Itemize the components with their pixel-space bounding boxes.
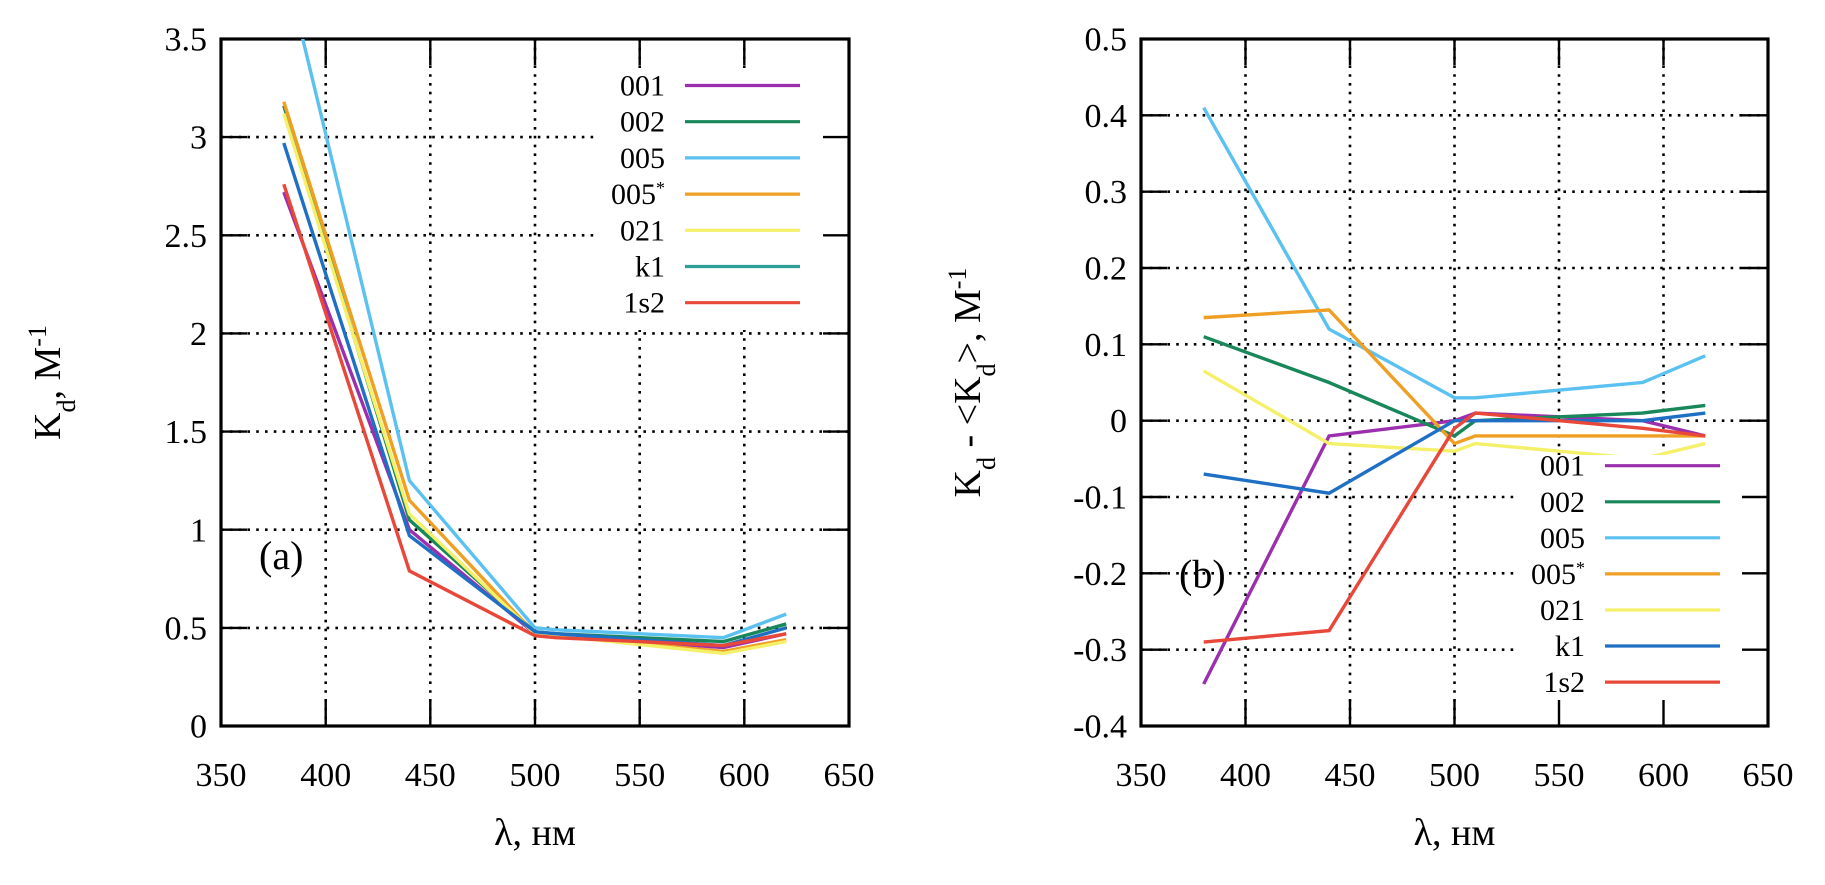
svg-text:1s2: 1s2	[1543, 666, 1585, 699]
svg-text:650: 650	[1743, 757, 1794, 794]
svg-text:λ, нм: λ, нм	[494, 812, 576, 854]
svg-text:350: 350	[1116, 757, 1167, 794]
svg-text:450: 450	[405, 757, 456, 794]
svg-text:550: 550	[1534, 757, 1585, 794]
svg-text:400: 400	[1220, 757, 1271, 794]
svg-text:-0.2: -0.2	[1073, 556, 1127, 593]
svg-text:002: 002	[1540, 486, 1585, 519]
svg-text:-0.1: -0.1	[1073, 480, 1127, 517]
svg-text:3: 3	[190, 120, 207, 157]
svg-text:550: 550	[614, 757, 665, 794]
svg-text:λ, нм: λ, нм	[1414, 812, 1496, 854]
svg-text:600: 600	[1638, 757, 1689, 794]
svg-text:0.5: 0.5	[1085, 22, 1128, 59]
svg-text:-0.4: -0.4	[1073, 709, 1127, 746]
svg-text:3.5: 3.5	[165, 22, 208, 59]
svg-text:k1: k1	[1555, 630, 1585, 663]
svg-text:500: 500	[1429, 757, 1480, 794]
svg-text:2: 2	[190, 316, 207, 353]
svg-text:650: 650	[824, 757, 875, 794]
svg-text:k1: k1	[635, 251, 665, 284]
svg-text:(b): (b)	[1179, 551, 1226, 596]
svg-text:2.5: 2.5	[165, 218, 208, 255]
svg-text:1: 1	[190, 512, 207, 549]
svg-text:021: 021	[620, 214, 665, 247]
svg-text:0: 0	[1110, 403, 1127, 440]
svg-text:0.3: 0.3	[1085, 174, 1128, 211]
svg-text:350: 350	[196, 757, 247, 794]
svg-text:005: 005	[1540, 522, 1585, 555]
svg-text:021: 021	[1540, 594, 1585, 627]
svg-text:0: 0	[190, 709, 207, 746]
svg-text:-0.3: -0.3	[1073, 632, 1127, 669]
svg-text:002: 002	[620, 106, 665, 139]
svg-text:0.5: 0.5	[165, 610, 208, 647]
svg-text:0.1: 0.1	[1085, 327, 1128, 364]
svg-text:001: 001	[1540, 450, 1585, 483]
svg-text:600: 600	[719, 757, 770, 794]
svg-text:1s2: 1s2	[623, 287, 665, 320]
svg-text:001: 001	[620, 70, 665, 103]
svg-text:(a): (a)	[259, 533, 303, 578]
svg-text:400: 400	[300, 757, 351, 794]
svg-text:1.5: 1.5	[165, 414, 208, 451]
svg-text:500: 500	[510, 757, 561, 794]
svg-text:005: 005	[620, 142, 665, 175]
svg-text:0.4: 0.4	[1085, 98, 1128, 135]
svg-text:0.2: 0.2	[1085, 251, 1128, 288]
svg-text:450: 450	[1325, 757, 1376, 794]
